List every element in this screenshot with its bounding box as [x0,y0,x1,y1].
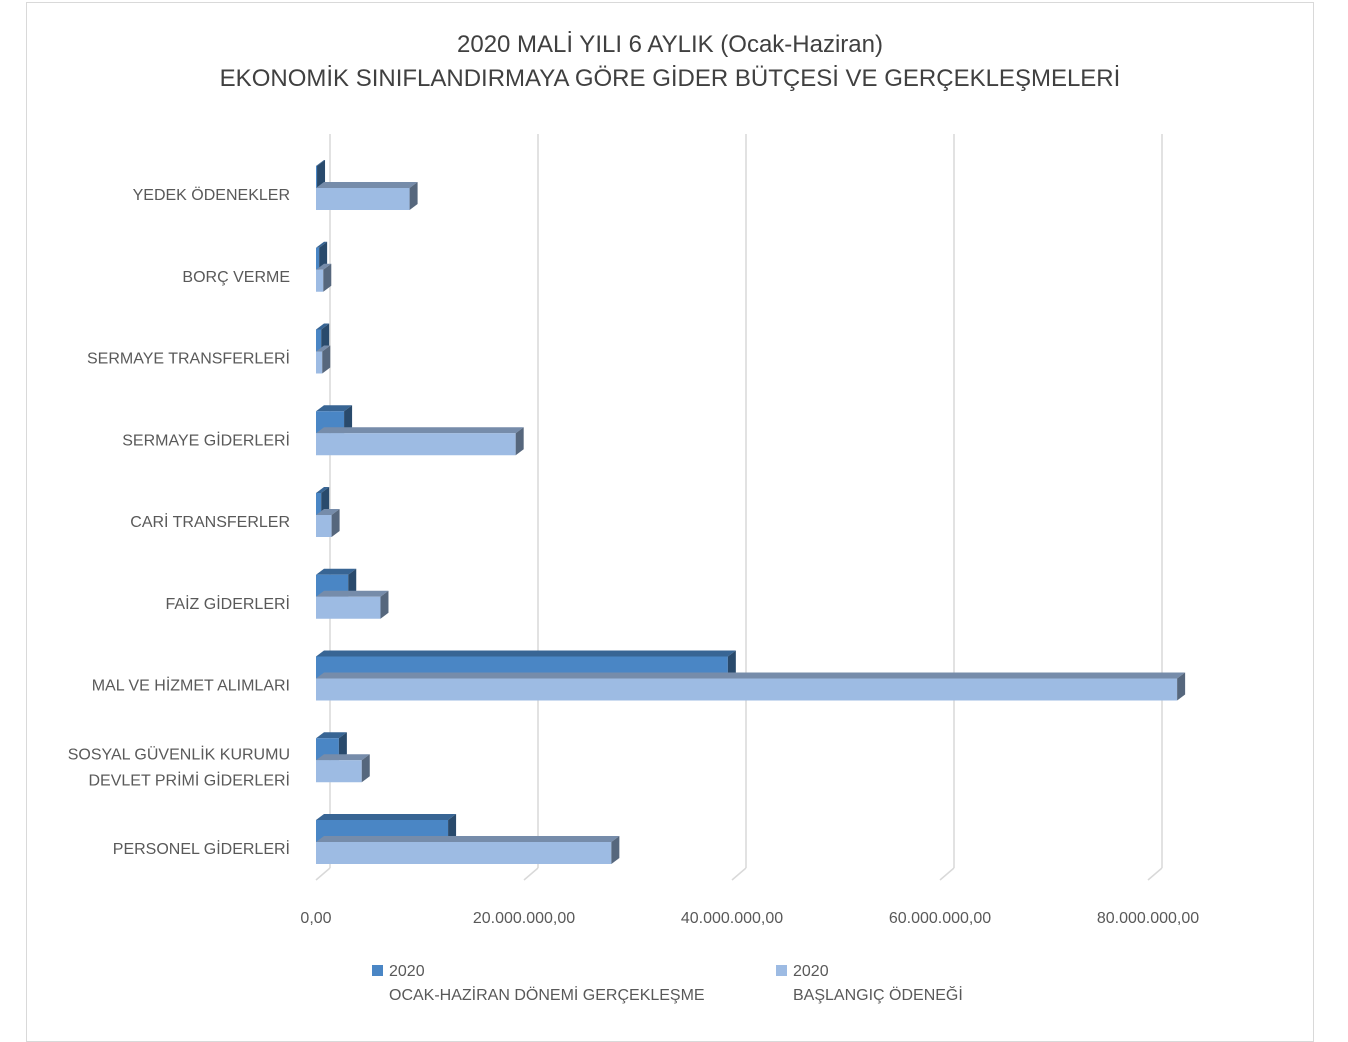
chart-frame [26,2,1314,1042]
chart-title: 2020 MALİ YILI 6 AYLIK (Ocak-Haziran) EK… [0,28,1340,96]
category-label: SOSYAL GÜVENLİK KURUMU [68,744,290,763]
bar-top-face [316,345,331,352]
bar-baslangic [316,269,324,292]
bar-gerceklesme [316,247,320,270]
category-label: CARİ TRANSFERLER [130,512,290,531]
bar-baslangic [316,433,516,456]
legend-item-gerceklesme: 2020 OCAK-HAZİRAN DÖNEMİ GERÇEKLEŞME [372,960,705,1008]
chart-title-line1: 2020 MALİ YILI 6 AYLIK (Ocak-Haziran) [457,31,883,58]
legend-item-baslangic: 2020 BAŞLANGIÇ ÖDENEĞİ [776,960,963,1008]
bar-baslangic [316,842,612,864]
x-tick-label: 60.000.000,00 [889,910,991,927]
bar-top-face [316,590,389,597]
legend-swatch-gerceklesme [372,965,383,976]
bar-side-face [448,814,457,842]
category-label: SERMAYE GİDERLERİ [122,430,290,449]
bar-top-face [316,568,357,575]
legend-label-line2: BAŞLANGIÇ ÖDENEĞİ [793,987,963,1004]
bar-gerceklesme [316,493,322,515]
category-label: MAL VE HİZMET ALIMLARI [92,676,290,695]
bar-baslangic [316,188,410,210]
bar-top-face [316,754,370,761]
bar-gerceklesme [316,329,322,352]
bar-side-face [321,323,330,352]
bar-baslangic [316,596,381,619]
bar-top-face [316,241,328,248]
legend-label-line2: OCAK-HAZİRAN DÖNEMİ GERÇEKLEŞME [389,987,705,1004]
bar-side-face [380,590,389,619]
x-tick-label: 0,00 [300,910,331,927]
bar-top-face [316,732,347,739]
bar-side-face [344,405,353,434]
legend-label-line1: 2020 [389,963,425,980]
bar-side-face [331,509,340,537]
bar-side-face [322,345,331,374]
bar-baslangic [316,515,332,537]
bar-baslangic [316,678,1178,701]
x-tick-label: 80.000.000,00 [1097,910,1199,927]
bar-baslangic [316,760,362,783]
bar-side-face [321,487,330,515]
bar-side-face [338,732,347,761]
bar-top-face [316,405,353,412]
bar-side-face [611,836,620,864]
bar-top-face [316,160,326,166]
bar-side-face [319,241,328,270]
x-tick-label: 40.000.000,00 [681,910,783,927]
gridline-floor [523,867,539,881]
bar-top-face [316,263,332,270]
bar-top-face [316,650,736,657]
x-tick-label: 20.000.000,00 [473,910,575,927]
bar-side-face [323,263,332,292]
bar-top-face [316,487,330,493]
legend-label-line1: 2020 [793,963,829,980]
bar-side-face [409,182,418,210]
category-label: DEVLET PRİMİ GİDERLERİ [88,770,290,789]
category-label: YEDEK ÖDENEKLER [133,186,290,204]
bar-top-face [316,814,457,820]
bar-side-face [1177,672,1186,701]
bar-top-face [316,509,340,515]
gridline-floor [1147,867,1163,881]
category-label: FAİZ GİDERLERİ [166,594,290,613]
gridline-floor [939,867,955,881]
gridline-floor [731,867,747,881]
category-label: BORÇ VERME [182,269,290,286]
bar-gerceklesme [316,166,318,188]
chart-title-line2: EKONOMİK SINIFLANDIRMAYA GÖRE GİDER BÜTÇ… [219,65,1121,92]
bar-side-face [727,650,736,679]
bar-side-face [515,427,524,456]
bar-side-face [317,160,326,188]
bar-top-face [316,672,1186,679]
bar-top-face [316,182,418,188]
legend-swatch-baslangic [776,965,787,976]
bar-top-face [316,323,330,330]
bar-side-face [348,568,357,597]
bar-top-face [316,427,524,434]
category-label: SERMAYE TRANSFERLERİ [87,349,290,368]
gridline-floor [315,867,331,881]
bar-side-face [361,754,370,783]
bar-top-face [316,836,620,842]
bar-baslangic [316,351,323,374]
category-label: PERSONEL GİDERLERİ [113,839,290,858]
